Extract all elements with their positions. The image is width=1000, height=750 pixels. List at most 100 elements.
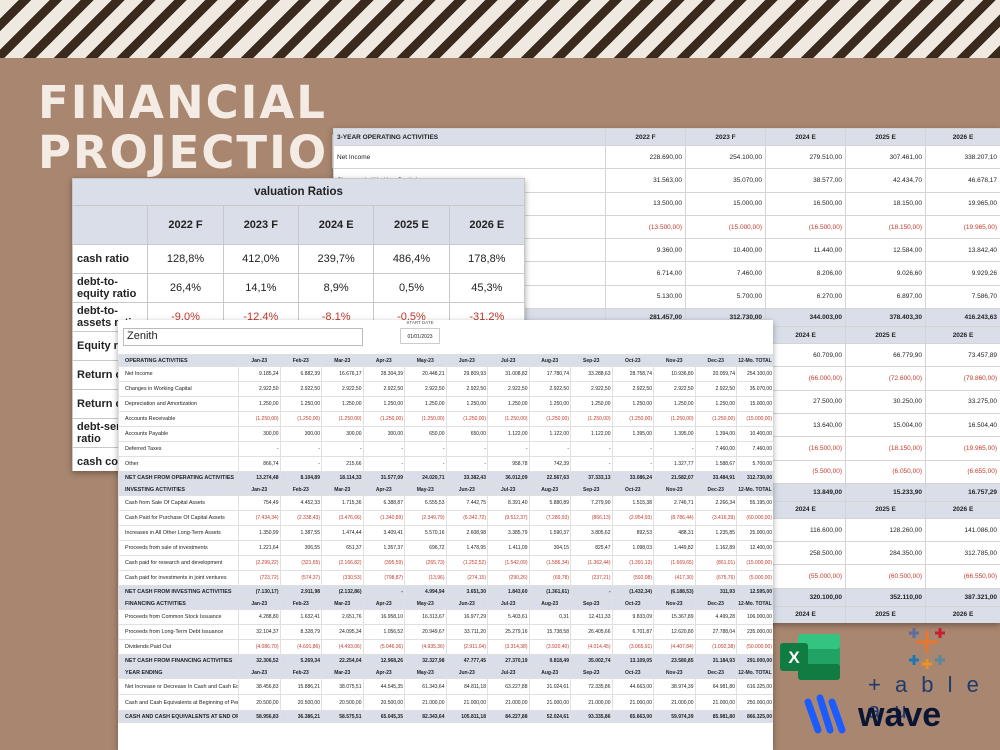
value-cell: 254.100,00 — [736, 366, 773, 382]
value-cell: 650,00 — [404, 426, 447, 442]
value-cell: 25.279,16 — [487, 624, 530, 640]
ratio-value: 128,8% — [147, 244, 224, 274]
ratio-value: 45,3% — [448, 273, 525, 303]
value-cell: 36.012,09 — [487, 471, 530, 484]
value-cell: 5.700,00 — [736, 456, 773, 472]
value-cell: - — [445, 456, 488, 472]
value-cell: 1.250,00 — [611, 396, 654, 412]
value-cell: 291.000,00 — [736, 654, 773, 667]
value-cell: 1.515,38 — [611, 495, 654, 511]
header-cell: 2024 E — [765, 605, 846, 623]
value-cell: 73.457,89 — [925, 343, 1000, 368]
valuation-caption: valuation Ratios — [72, 178, 525, 206]
month-header: 12-Mo. TOTAL — [736, 483, 773, 496]
value-cell: 825,47 — [570, 540, 613, 556]
value-cell: (66.550,00) — [925, 564, 1000, 589]
value-cell: 11.440,00 — [765, 238, 846, 263]
value-cell: 228.690,00 — [605, 144, 686, 170]
tableau-mark-icon — [909, 628, 945, 669]
month-header: May-23 — [404, 597, 447, 610]
value-cell: 312.785,00 — [925, 541, 1000, 566]
value-cell: 7.460,00 — [736, 441, 773, 457]
value-cell: 1.357,37 — [362, 540, 405, 556]
value-cell: 38.456,83 — [238, 678, 281, 695]
value-cell: (417,30) — [653, 570, 696, 586]
value-cell: (1.250,00) — [404, 411, 447, 427]
value-cell: 7.442,75 — [445, 495, 488, 511]
value-cell: 35.070,00 — [736, 381, 773, 397]
value-cell: - — [404, 441, 447, 457]
ratio-label: cash ratio — [72, 244, 149, 274]
section-title: FINANCING ACTIVITIES — [118, 597, 239, 610]
value-cell: 1.250,00 — [445, 396, 488, 412]
table-row: Dividends Paid Out (4.086,70) (4.691,86) (4… — [118, 639, 773, 655]
value-cell: (6.188,53) — [653, 585, 696, 598]
value-cell: (2.911,04) — [445, 639, 488, 655]
row-label: Proceeds from Common Stock Issuance — [118, 609, 239, 625]
value-cell: 93.335,86 — [570, 710, 613, 723]
row-label: Changes in Working Capital — [118, 381, 239, 397]
header-cell: 2025 E — [845, 128, 926, 146]
value-cell: (1.391,13) — [611, 555, 654, 571]
value-cell: 31.577,09 — [362, 471, 405, 484]
value-cell: 8.104,89 — [279, 471, 322, 484]
value-cell: 20.500,00 — [279, 694, 322, 711]
value-cell: 20.500,00 — [362, 694, 405, 711]
company-name-input[interactable]: Zenith — [123, 328, 363, 346]
month-header: Sep-23 — [570, 483, 613, 496]
value-cell: 23.580,85 — [653, 654, 696, 667]
value-cell: 30.250,00 — [845, 389, 926, 414]
value-cell: 58.575,51 — [321, 710, 364, 723]
caption-row: valuation Ratios — [72, 178, 525, 206]
ratio-value: 8,9% — [297, 273, 375, 303]
value-cell: 2.911,98 — [279, 585, 322, 598]
value-cell: 44.545,35 — [362, 678, 405, 695]
value-cell: 10.936,80 — [653, 366, 696, 382]
header-cell: 2026 E — [925, 128, 1000, 146]
month-header: Jan-23 — [238, 483, 281, 496]
month-header: Dec-23 — [694, 354, 737, 367]
value-cell: 2.922,50 — [362, 381, 405, 397]
value-cell: 1.588,67 — [694, 456, 737, 472]
value-cell: 33.711,20 — [445, 624, 488, 640]
value-cell: 18.150,00 — [845, 191, 926, 216]
value-cell: 958,78 — [487, 456, 530, 472]
value-cell: 258.500,00 — [765, 541, 846, 566]
value-cell: 12.968,26 — [362, 654, 405, 667]
value-cell: 311,93 — [694, 585, 737, 598]
value-cell: 320.100,00 — [765, 587, 846, 607]
value-cell: 20.448,21 — [404, 366, 447, 382]
month-header: Jul-23 — [487, 483, 530, 496]
value-cell: (1.586,34) — [528, 555, 571, 571]
value-cell: (18.150,00) — [845, 436, 926, 461]
month-header: 12-Mo. TOTAL — [736, 597, 773, 610]
value-cell: 15.367,89 — [653, 609, 696, 625]
value-cell: 696,72 — [404, 540, 447, 556]
value-cell: 754,49 — [238, 495, 281, 511]
value-cell: (1.432,34) — [611, 585, 654, 598]
value-cell: 1.250,00 — [238, 396, 281, 412]
value-cell: 20.500,00 — [321, 694, 364, 711]
value-cell: (395,59) — [362, 555, 405, 571]
value-cell: 8.391,40 — [487, 495, 530, 511]
value-cell: 387.321,00 — [925, 587, 1000, 607]
row-label: Accounts Receivable — [118, 411, 239, 427]
value-cell: 44.663,00 — [611, 678, 654, 695]
value-cell: 284.350,00 — [845, 541, 926, 566]
value-cell: 352.110,00 — [845, 587, 926, 607]
value-cell: 15.738,58 — [528, 624, 571, 640]
value-cell: (60.000,00) — [736, 510, 773, 526]
value-cell: (6.655,00) — [925, 459, 1000, 484]
value-cell: (69,78) — [528, 570, 571, 586]
value-cell: 651,37 — [321, 540, 364, 556]
month-header: Jan-23 — [238, 354, 281, 367]
value-cell: 116.600,00 — [765, 517, 846, 543]
month-header: Sep-23 — [570, 354, 613, 367]
value-cell: (15.000,00) — [685, 214, 766, 240]
value-cell: (675,76) — [694, 570, 737, 586]
value-cell: 33.288,63 — [570, 366, 613, 382]
value-cell: 8.206,00 — [765, 261, 846, 286]
value-cell: 10.400,00 — [736, 426, 773, 442]
start-date-input[interactable]: 01/01/2023 — [400, 328, 440, 344]
tableau-wordmark: + a b l e a u — [868, 672, 983, 723]
